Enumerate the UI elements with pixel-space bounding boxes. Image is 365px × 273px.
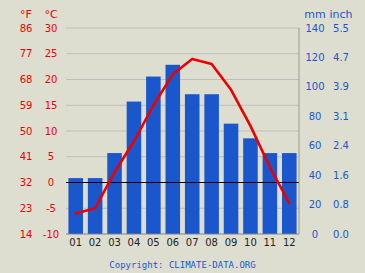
inch-tick-label: 0.8 bbox=[333, 199, 349, 210]
fahrenheit-tick-label: 23 bbox=[20, 203, 33, 214]
fahrenheit-tick-label: 32 bbox=[20, 177, 33, 188]
mm-header: mm bbox=[304, 8, 325, 21]
month-label: 10 bbox=[244, 237, 257, 248]
copyright: Copyright: CLIMATE-DATA.ORG bbox=[109, 260, 255, 270]
month-label: 08 bbox=[205, 237, 218, 248]
fahrenheit-header: °F bbox=[20, 8, 32, 21]
mm-tick-label: 120 bbox=[305, 52, 324, 63]
inch-tick-label: 0.0 bbox=[333, 229, 349, 240]
precipitation-bar bbox=[146, 77, 161, 234]
month-label: 04 bbox=[128, 237, 141, 248]
precipitation-bar bbox=[243, 138, 258, 234]
celsius-tick-label: 15 bbox=[45, 100, 58, 111]
month-label: 02 bbox=[89, 237, 102, 248]
celsius-tick-label: 20 bbox=[45, 74, 58, 85]
fahrenheit-tick-label: 68 bbox=[20, 74, 33, 85]
fahrenheit-tick-label: 41 bbox=[20, 151, 33, 162]
precipitation-bar bbox=[166, 65, 181, 234]
inch-tick-label: 2.4 bbox=[333, 140, 349, 151]
celsius-tick-label: 0 bbox=[48, 177, 54, 188]
mm-tick-label: 140 bbox=[305, 23, 324, 34]
inch-tick-label: 1.6 bbox=[333, 170, 349, 181]
celsius-tick-label: 30 bbox=[45, 23, 58, 34]
mm-tick-label: 20 bbox=[309, 199, 322, 210]
celsius-header: °C bbox=[44, 8, 58, 21]
month-label: 05 bbox=[147, 237, 160, 248]
grid-line bbox=[66, 79, 299, 80]
fahrenheit-tick-label: 86 bbox=[20, 23, 33, 34]
grid-line bbox=[66, 234, 299, 235]
month-label: 07 bbox=[186, 237, 199, 248]
grid-line bbox=[66, 131, 299, 132]
mm-tick-label: 40 bbox=[309, 170, 322, 181]
inch-tick-label: 4.7 bbox=[333, 52, 349, 63]
right-axis-line bbox=[299, 28, 300, 234]
month-label: 11 bbox=[264, 237, 277, 248]
precipitation-bar bbox=[68, 178, 83, 234]
celsius-tick-label: 5 bbox=[48, 151, 54, 162]
inch-tick-label: 3.1 bbox=[333, 111, 349, 122]
mm-tick-label: 0 bbox=[312, 229, 318, 240]
inch-header: inch bbox=[329, 8, 352, 21]
precipitation-bar bbox=[185, 94, 200, 234]
temperature-line bbox=[76, 59, 290, 214]
zero-line bbox=[66, 182, 299, 183]
mm-tick-label: 60 bbox=[309, 140, 322, 151]
month-label: 01 bbox=[69, 237, 82, 248]
inch-tick-label: 3.9 bbox=[333, 81, 349, 92]
precipitation-bar bbox=[127, 102, 142, 234]
month-label: 06 bbox=[166, 237, 179, 248]
mm-tick-label: 100 bbox=[305, 81, 324, 92]
month-label: 12 bbox=[283, 237, 296, 248]
x-axis-line bbox=[66, 234, 299, 235]
month-label: 03 bbox=[108, 237, 121, 248]
mm-tick-label: 80 bbox=[309, 111, 322, 122]
fahrenheit-tick-label: 77 bbox=[20, 48, 33, 59]
plot-area bbox=[66, 59, 299, 234]
grid-line bbox=[66, 28, 299, 29]
precipitation-bar bbox=[224, 124, 239, 234]
fahrenheit-tick-label: 59 bbox=[20, 100, 33, 111]
grid-line bbox=[66, 53, 299, 54]
celsius-tick-label: 25 bbox=[45, 48, 58, 59]
fahrenheit-tick-label: 14 bbox=[20, 229, 33, 240]
celsius-tick-label: -10 bbox=[43, 229, 59, 240]
month-label: 09 bbox=[225, 237, 238, 248]
chart: 142332415059687786-10-505101520253002040… bbox=[0, 0, 365, 273]
celsius-tick-label: -5 bbox=[46, 203, 56, 214]
fahrenheit-tick-label: 50 bbox=[20, 126, 33, 137]
grid-line bbox=[66, 105, 299, 106]
precipitation-bar bbox=[204, 94, 219, 234]
celsius-tick-label: 10 bbox=[45, 126, 58, 137]
grid bbox=[66, 28, 299, 234]
inch-tick-label: 5.5 bbox=[333, 23, 349, 34]
